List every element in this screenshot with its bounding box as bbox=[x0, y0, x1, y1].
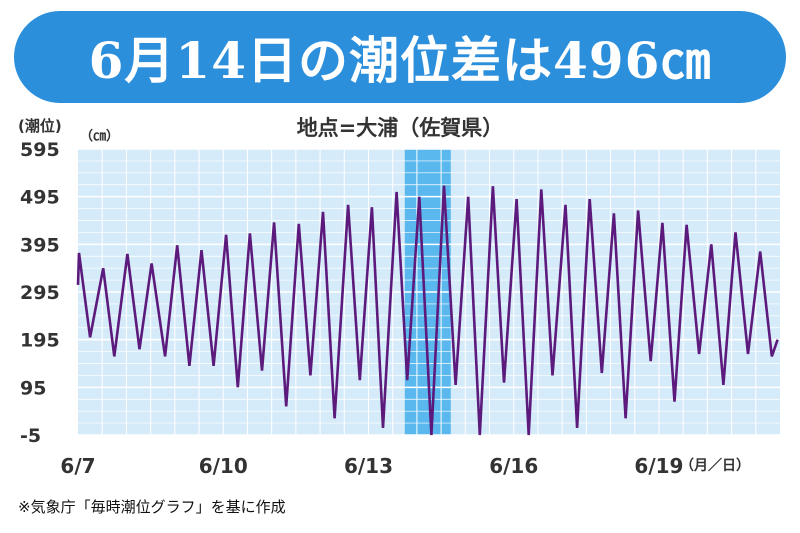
y-tick-labels: 595 495 395 295 195 95 -5 bbox=[20, 139, 60, 447]
y-tick-label: 295 bbox=[20, 282, 60, 304]
plot-area bbox=[76, 148, 780, 436]
x-axis-unit: （月／日） bbox=[680, 458, 750, 474]
tide-line bbox=[76, 185, 779, 436]
x-tick-label: 6/13 bbox=[344, 454, 393, 478]
y-tick-label: 95 bbox=[20, 377, 46, 399]
x-tick-label: 6/19 bbox=[634, 454, 683, 478]
y-axis-label: (潮位) bbox=[18, 117, 62, 135]
source-note: ※気象庁「毎時潮位グラフ」を基に作成 bbox=[18, 498, 286, 516]
x-tick-label: 6/16 bbox=[489, 454, 538, 478]
x-tick-label: 6/10 bbox=[199, 454, 248, 478]
chart-subtitle: 地点=大浦（佐賀県） bbox=[296, 116, 504, 140]
y-tick-label: -5 bbox=[20, 425, 41, 447]
y-tick-label: 395 bbox=[20, 234, 60, 256]
x-tick-label: 6/7 bbox=[60, 454, 95, 478]
x-tick-labels: 6/7 6/10 6/13 6/16 6/19（月／日） bbox=[60, 454, 750, 478]
title-banner: 6月14日の潮位差は496㎝ bbox=[14, 11, 786, 103]
y-tick-label: 195 bbox=[20, 330, 60, 352]
y-axis-unit: （㎝） bbox=[80, 129, 120, 144]
y-tick-label: 595 bbox=[20, 139, 60, 161]
y-tick-label: 495 bbox=[20, 187, 60, 209]
chart-title: 6月14日の潮位差は496㎝ bbox=[88, 31, 712, 90]
